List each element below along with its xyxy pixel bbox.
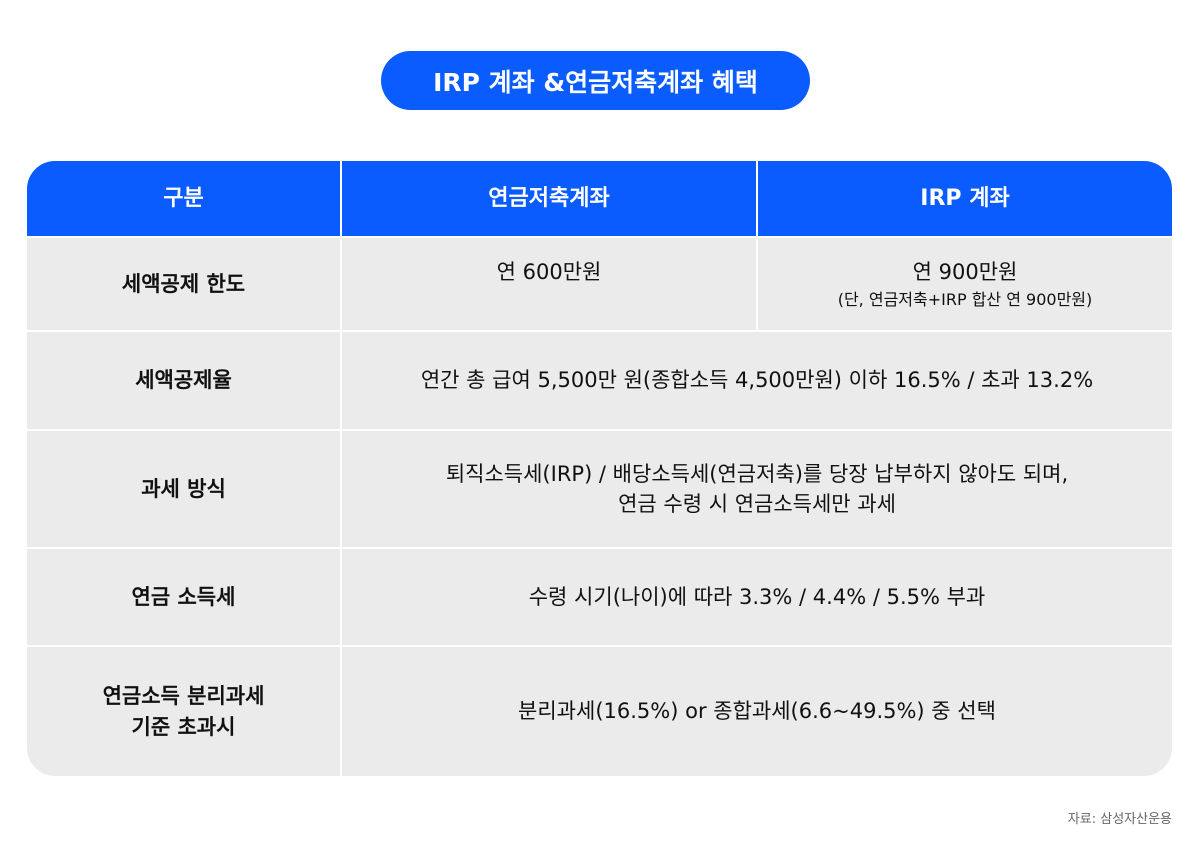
- table-row: 연금소득 분리과세 기준 초과시 분리과세(16.5%) or 종합과세(6.6…: [27, 645, 1172, 776]
- table-row: 과세 방식 퇴직소득세(IRP) / 배당소득세(연금저축)를 당장 납부하지 …: [27, 429, 1172, 547]
- row-label: 과세 방식: [27, 431, 342, 547]
- row-label: 세액공제율: [27, 332, 342, 429]
- table-row: 세액공제율 연간 총 급여 5,500만 원(종합소득 4,500만원) 이하 …: [27, 330, 1172, 429]
- row-label: 연금 소득세: [27, 549, 342, 645]
- header-category: 구분: [27, 161, 342, 236]
- value-line: 연금 수령 시 연금소득세만 과세: [618, 492, 896, 516]
- row-value: 수령 시기(나이)에 따라 3.3% / 4.4% / 5.5% 부과: [528, 584, 986, 609]
- benefits-table: 구분 연금저축계좌 IRP 계좌 세액공제 한도 연 600만원 연 900만원…: [27, 161, 1172, 776]
- table-row: 세액공제 한도 연 600만원 연 900만원 (단, 연금저축+IRP 합산 …: [27, 236, 1172, 330]
- pension-value: 연 600만원: [342, 238, 758, 330]
- row-value: 퇴직소득세(IRP) / 배당소득세(연금저축)를 당장 납부하지 않아도 되며…: [342, 431, 1172, 547]
- pension-limit: 연 600만원: [496, 260, 602, 285]
- irp-limit: 연 900만원: [912, 260, 1018, 285]
- row-label: 세액공제 한도: [27, 238, 342, 330]
- irp-value: 연 900만원 (단, 연금저축+IRP 합산 연 900만원): [758, 238, 1172, 330]
- table-header: 구분 연금저축계좌 IRP 계좌: [27, 161, 1172, 236]
- page-title: IRP 계좌 &연금저축계좌 혜택: [381, 51, 810, 110]
- label-line: 기준 초과시: [131, 714, 236, 739]
- row-value: 분리과세(16.5%) or 종합과세(6.6~49.5%) 중 선택: [518, 699, 996, 724]
- label-line: 연금소득 분리과세: [102, 684, 265, 709]
- source-note: 자료: 삼성자산운용: [1067, 812, 1172, 827]
- header-pension: 연금저축계좌: [342, 161, 758, 236]
- value-line: 퇴직소득세(IRP) / 배당소득세(연금저축)를 당장 납부하지 않아도 되며…: [445, 461, 1069, 486]
- irp-note: (단, 연금저축+IRP 합산 연 900만원): [837, 289, 1093, 309]
- row-label: 연금소득 분리과세 기준 초과시: [27, 647, 342, 776]
- row-value: 연간 총 급여 5,500만 원(종합소득 4,500만원) 이하 16.5% …: [420, 368, 1094, 393]
- header-irp: IRP 계좌: [920, 185, 1010, 211]
- table-row: 연금 소득세 수령 시기(나이)에 따라 3.3% / 4.4% / 5.5% …: [27, 547, 1172, 645]
